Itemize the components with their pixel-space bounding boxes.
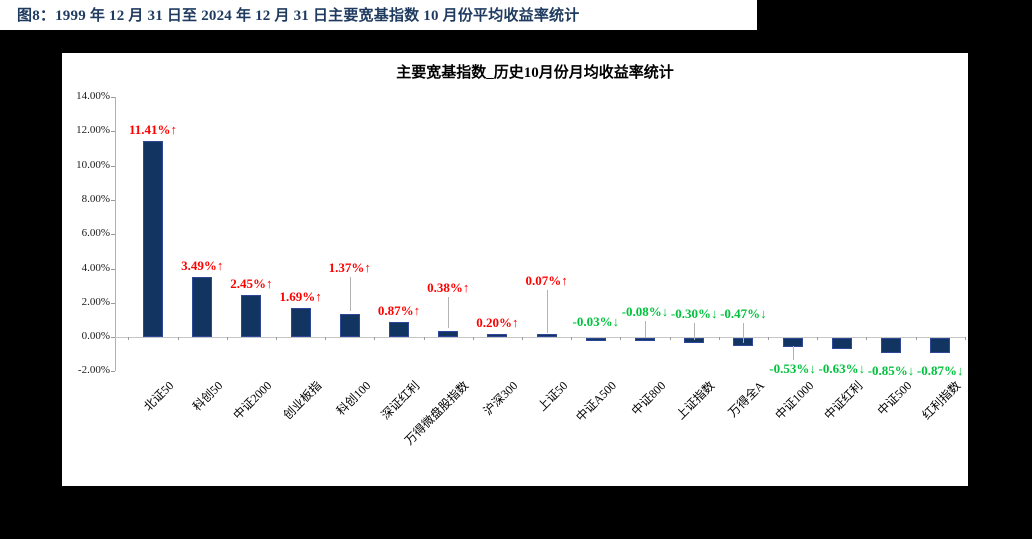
bar xyxy=(143,141,163,338)
bar-value-label: -0.03%↓ xyxy=(572,314,620,329)
x-axis-tick xyxy=(571,337,573,340)
y-axis-tick-label: 14.00% xyxy=(76,90,110,102)
bar-value-label: -0.87%↓ xyxy=(916,363,964,378)
x-axis-tick xyxy=(177,337,179,340)
x-axis-tick xyxy=(276,337,277,340)
x-axis-tick xyxy=(669,337,671,340)
x-axis-tick xyxy=(325,337,327,340)
bar xyxy=(389,322,409,338)
bar-value-label: 1.69%↑ xyxy=(279,289,322,305)
x-axis-category-label: 科创100 xyxy=(333,378,374,419)
x-axis-tick xyxy=(472,337,474,340)
bar xyxy=(831,338,852,349)
x-axis-line xyxy=(115,337,965,338)
bar-chart: 主要宽基指数_历史10月份月均收益率统计 14.00% 12.00% 10.00% 8… xyxy=(62,53,968,486)
y-axis-tick xyxy=(111,234,115,236)
bar xyxy=(438,330,459,338)
y-axis-tick xyxy=(111,199,115,201)
bar xyxy=(487,333,508,338)
bar-value-label: -0.85%↓ xyxy=(867,363,915,378)
x-axis-category-label: 中证A500 xyxy=(573,378,620,425)
y-axis-tick-label: -2.00% xyxy=(77,364,110,377)
x-axis-tick xyxy=(866,337,868,340)
y-axis-tick-label: 12.00% xyxy=(76,124,110,137)
x-axis-category-label: 万得全A xyxy=(725,378,767,420)
bar-value-label: 0.20%↑ xyxy=(476,314,519,330)
bar xyxy=(241,295,262,338)
x-axis-category-label: 科创50 xyxy=(190,378,226,414)
x-axis-tick xyxy=(915,337,917,340)
y-axis-tick xyxy=(111,337,115,339)
y-axis-tick xyxy=(111,97,115,98)
bar xyxy=(635,338,655,342)
label-leader-line xyxy=(546,290,548,333)
bar-value-label: 11.41%↑ xyxy=(128,122,178,138)
y-axis-tick-label: 6.00% xyxy=(81,227,110,240)
x-axis-tick xyxy=(620,337,622,340)
label-leader-line xyxy=(448,297,450,328)
x-axis-category-label: 中证800 xyxy=(628,378,669,419)
bar-value-label: -0.53%↓ xyxy=(769,361,816,376)
x-axis-tick xyxy=(423,337,425,340)
bar-value-label: 3.49%↑ xyxy=(181,258,224,274)
x-axis-tick xyxy=(128,337,130,340)
y-axis-tick-label: 0.00% xyxy=(81,330,110,343)
bar-value-label: -0.63%↓ xyxy=(818,361,866,376)
bar xyxy=(585,338,606,342)
y-axis-tick-label: 2.00% xyxy=(81,295,110,308)
bar-value-label: -0.47%↓ xyxy=(720,306,767,321)
label-leader-line xyxy=(645,321,646,338)
bar xyxy=(192,277,213,338)
x-axis-category-label: 中证1000 xyxy=(772,378,816,423)
x-axis-tick xyxy=(964,337,966,340)
x-axis-tick xyxy=(817,337,819,340)
y-axis-tick-label: 10.00% xyxy=(76,158,110,171)
x-axis-category-label: 深证红利 xyxy=(378,378,423,423)
figure-caption-band: 图8：1999 年 12 月 31 日至 2024 年 12 月 31 日主要宽… xyxy=(0,0,757,30)
bar-value-label: 0.07%↑ xyxy=(525,273,568,288)
label-leader-line xyxy=(349,277,351,311)
x-axis-category-label: 创业板指 xyxy=(280,378,324,423)
bar xyxy=(339,313,360,338)
bar-value-label: 2.45%↑ xyxy=(230,276,273,292)
y-axis-line xyxy=(115,97,116,372)
bar-value-label: -0.08%↓ xyxy=(621,304,669,319)
chart-title: 主要宽基指数_历史10月份月均收益率统计 xyxy=(396,65,674,81)
label-leader-line xyxy=(743,323,745,343)
label-leader-line xyxy=(792,346,794,360)
y-axis-tick-label: 8.00% xyxy=(81,192,110,205)
bar xyxy=(290,308,311,338)
bar-value-label: 1.37%↑ xyxy=(328,260,371,275)
y-axis-tick-label: 4.00% xyxy=(81,261,110,274)
y-axis-tick xyxy=(111,165,115,167)
x-axis-category-label: 中证红利 xyxy=(821,378,866,423)
bar xyxy=(930,338,951,353)
x-axis-tick xyxy=(374,337,376,340)
bar-value-label: 0.38%↑ xyxy=(427,280,470,295)
x-axis-tick xyxy=(226,337,228,340)
x-axis-category-label: 沪深300 xyxy=(481,378,521,419)
bar xyxy=(881,338,901,353)
figure-caption: 图8：1999 年 12 月 31 日至 2024 年 12 月 31 日主要宽… xyxy=(17,8,580,24)
x-axis-category-label: 上证50 xyxy=(534,378,570,414)
x-axis-category-label: 中证500 xyxy=(874,378,915,419)
x-axis-tick xyxy=(718,337,720,340)
x-axis-category-label: 中证2000 xyxy=(230,378,275,423)
bar xyxy=(536,334,557,338)
x-axis-tick xyxy=(768,337,769,340)
y-axis-tick xyxy=(111,268,115,270)
label-leader-line xyxy=(694,323,696,340)
y-axis-tick xyxy=(111,371,115,373)
bar-value-label: -0.30%↓ xyxy=(670,306,718,321)
x-axis-category-label: 红利指数 xyxy=(919,378,964,423)
bar-value-label: 0.87%↑ xyxy=(377,303,421,319)
y-axis-tick xyxy=(111,131,115,133)
y-axis-tick xyxy=(111,302,115,304)
x-axis-category-label: 上证指数 xyxy=(673,378,718,423)
x-axis-category-label: 北证50 xyxy=(140,378,177,414)
x-axis-tick xyxy=(522,337,523,340)
